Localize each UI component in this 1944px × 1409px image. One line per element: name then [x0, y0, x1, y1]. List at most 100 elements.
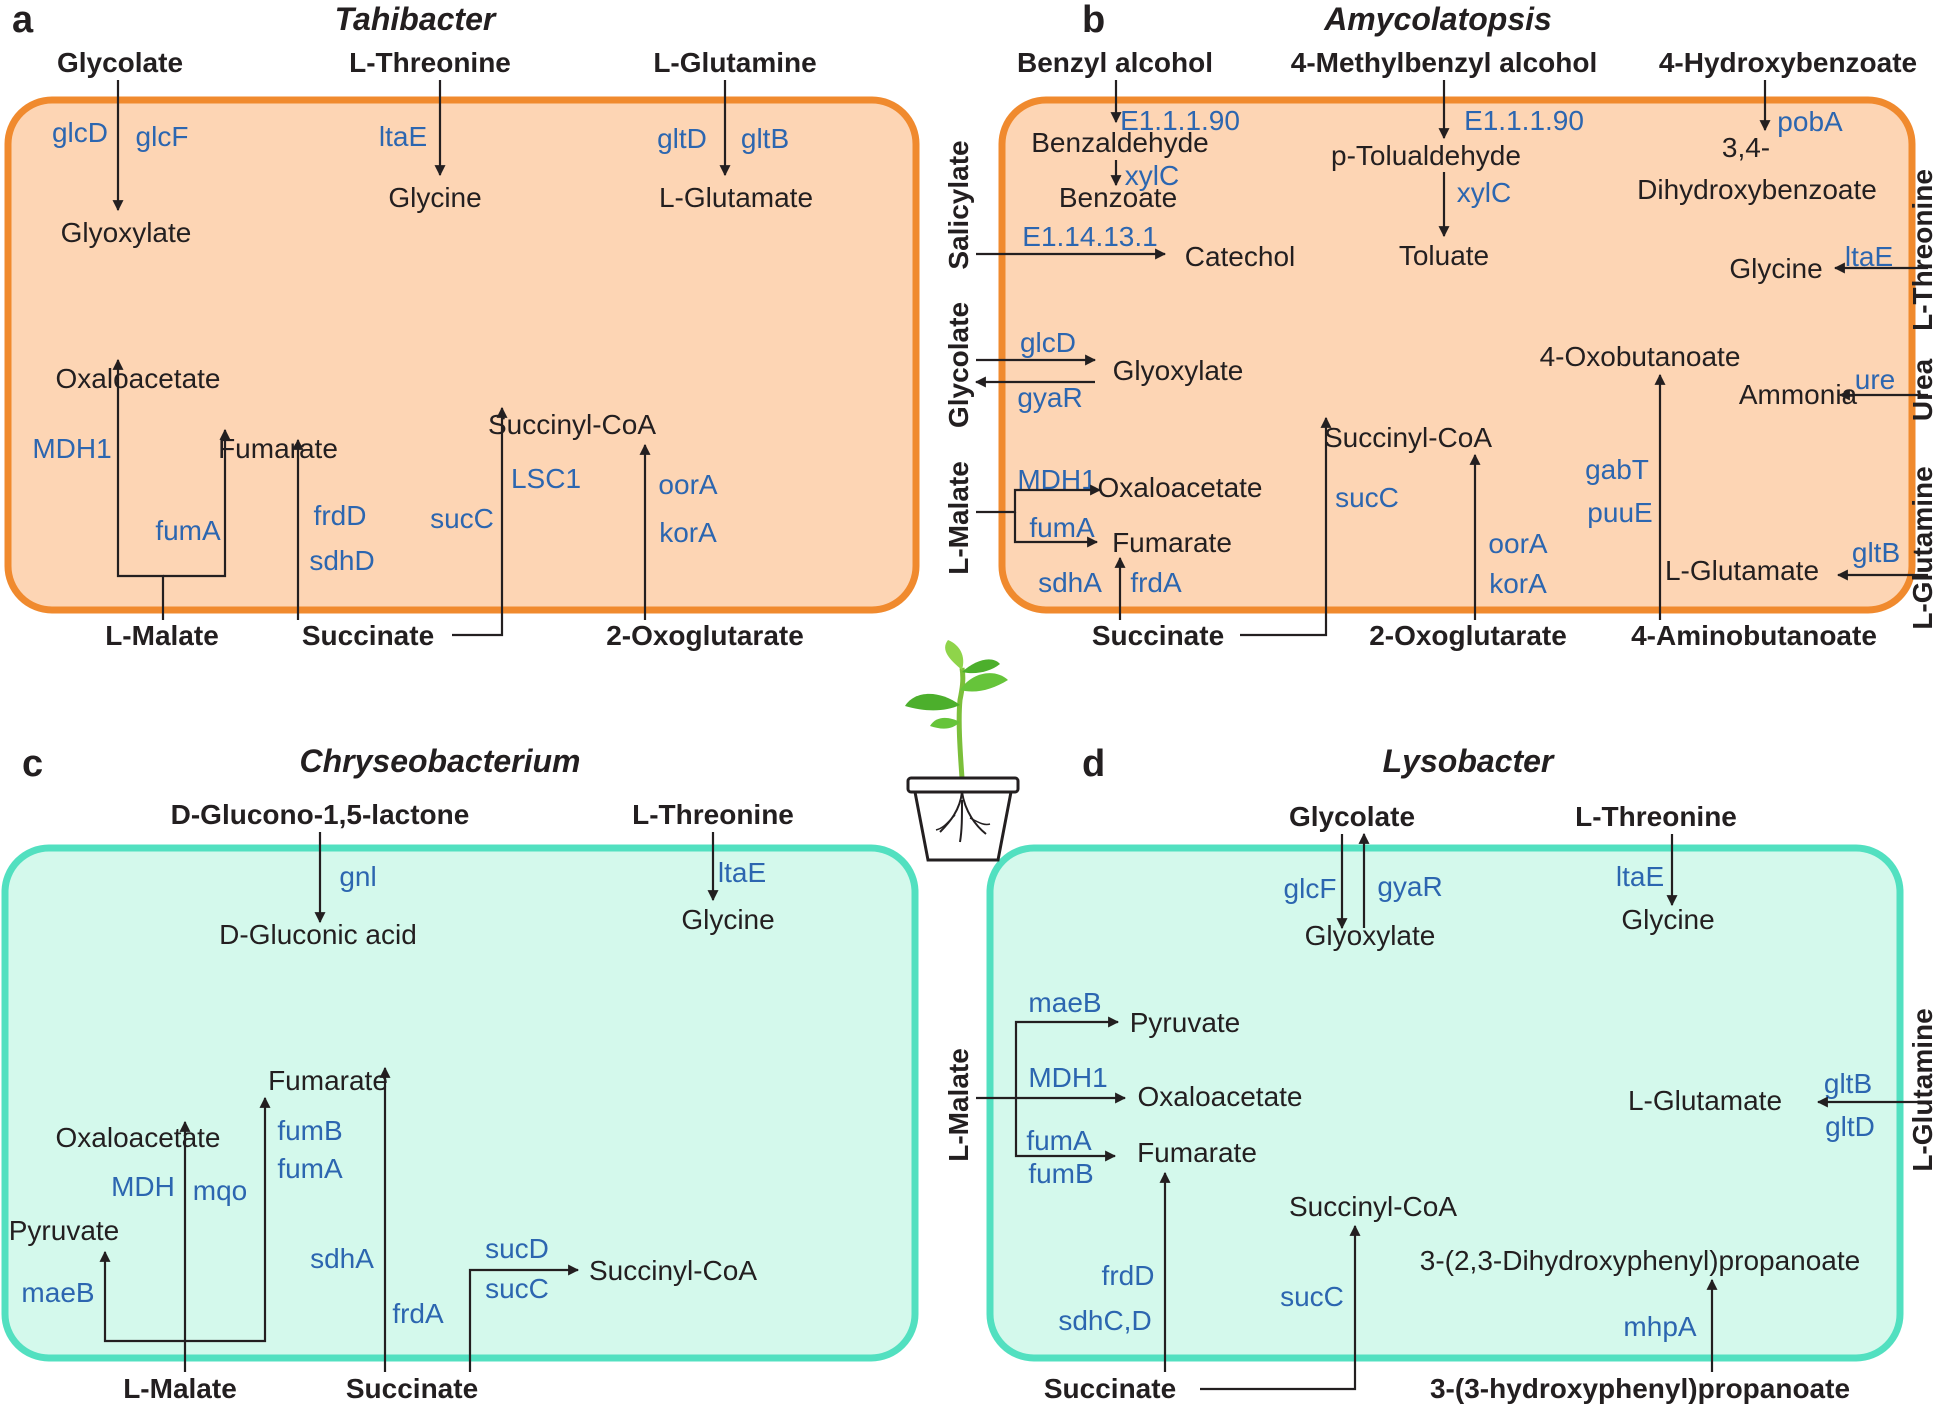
ext-glycolate-a: Glycolate: [57, 47, 183, 78]
ext-glycolate-b: Glycolate: [943, 302, 974, 428]
enz-ltaE-b: ltaE: [1845, 241, 1893, 272]
met-oxobutanoate-b: 4-Oxobutanoate: [1540, 341, 1741, 372]
enz-fumB-c: fumB: [277, 1115, 342, 1146]
met-glycine-b: Glycine: [1729, 253, 1822, 284]
ext-oxoglutarate-a: 2-Oxoglutarate: [606, 620, 804, 651]
enz-frdA-b: frdA: [1130, 567, 1182, 598]
arrow-succinate-succinylcoa-d: [1200, 1224, 1361, 1391]
panel-letter-b: b: [1082, 0, 1105, 41]
enz-ltaE-c: ltaE: [718, 857, 766, 888]
met-glutamate-d: L-Glutamate: [1628, 1085, 1782, 1116]
panel-c: c Chryseobacterium D-Glucono-1,5-lactone…: [1, 743, 919, 1404]
arrow-malate-oxaloacetate-b: [976, 484, 1102, 514]
enz-xylC-2-b: xylC: [1457, 177, 1511, 208]
met-catechol-b: Catechol: [1185, 241, 1296, 272]
enz-fumA-a: fumA: [155, 515, 221, 546]
enz-E1.14.13.1-b: E1.14.13.1: [1022, 221, 1157, 252]
enz-sucC-b: sucC: [1335, 482, 1399, 513]
met-ammonia-b: Ammonia: [1739, 379, 1858, 410]
enz-fumA-b: fumA: [1029, 512, 1095, 543]
panel-a: a Tahibacter Glycolate L-Threonine L-Glu…: [4, 0, 920, 651]
ext-urea-b: Urea: [1907, 358, 1938, 421]
arrow-malate-fumarate-a: [163, 428, 231, 578]
enz-glcD-b: glcD: [1020, 327, 1076, 358]
ext-malate-d: L-Malate: [943, 1048, 974, 1162]
enz-maeB-d: maeB: [1028, 987, 1101, 1018]
met-oxaloacetate-b: Oxaloacetate: [1098, 472, 1263, 503]
ext-benzylalcohol-b: Benzyl alcohol: [1017, 47, 1213, 78]
enz-gltD-d: gltD: [1825, 1111, 1875, 1142]
met-dihydroxyphenylpropanoate-d: 3-(2,3-Dihydroxyphenyl)propanoate: [1420, 1245, 1860, 1276]
met-pyruvate-d: Pyruvate: [1130, 1007, 1241, 1038]
met-fumarate-c: Fumarate: [268, 1065, 388, 1096]
met-succinylcoa-a: Succinyl-CoA: [488, 409, 656, 440]
enz-MDH-c: MDH: [111, 1171, 175, 1202]
met-pyruvate-c: Pyruvate: [9, 1215, 120, 1246]
panel-d: d Lysobacter Glycolate L-Threonine L-Mal…: [943, 743, 1938, 1404]
ext-succinate-d: Succinate: [1044, 1373, 1176, 1404]
enz-glcD-a: glcD: [52, 117, 108, 148]
ext-hydroxybenzoate-b: 4-Hydroxybenzoate: [1659, 47, 1917, 78]
arrow-malate-pyruvate-d: [1014, 1016, 1120, 1098]
enz-sdhA-b: sdhA: [1038, 567, 1102, 598]
arrow-malate-fumarate-d: [1014, 1098, 1117, 1162]
enz-gltB-b: gltB: [1852, 537, 1900, 568]
met-dhb-line1-b: 3,4-: [1722, 132, 1770, 163]
ext-malate-c: L-Malate: [123, 1373, 237, 1404]
ext-threonine-c: L-Threonine: [632, 799, 794, 830]
met-fumarate-b: Fumarate: [1112, 527, 1232, 558]
enz-frdD-a: frdD: [314, 500, 367, 531]
ext-gluconolactone-c: D-Glucono-1,5-lactone: [171, 799, 470, 830]
met-glycine-d: Glycine: [1621, 904, 1714, 935]
met-dhb-line2-b: Dihydroxybenzoate: [1637, 174, 1877, 205]
enz-puuE-b: puuE: [1587, 497, 1652, 528]
met-glutamate-a: L-Glutamate: [659, 182, 813, 213]
enz-LSC1-a: LSC1: [511, 463, 581, 494]
enz-mqo-c: mqo: [193, 1175, 247, 1206]
met-benzoate-b: Benzoate: [1059, 182, 1177, 213]
enz-maeB-c: maeB: [21, 1277, 94, 1308]
enz-ltaE-d: ltaE: [1616, 861, 1664, 892]
enz-gabT-b: gabT: [1585, 454, 1649, 485]
panel-letter-a: a: [12, 0, 34, 41]
cell-membrane-c: [1, 844, 919, 1362]
enz-sdhCD-d: sdhC,D: [1058, 1305, 1151, 1336]
enz-sdhD-a: sdhD: [309, 545, 374, 576]
enz-glcF-a: glcF: [136, 121, 189, 152]
enz-fumB-d: fumB: [1028, 1158, 1093, 1189]
enz-sucC-d: sucC: [1280, 1281, 1344, 1312]
enz-mhpA-d: mhpA: [1623, 1311, 1696, 1342]
ext-malate-b: L-Malate: [943, 461, 974, 575]
ext-malate-a: L-Malate: [105, 620, 219, 651]
met-oxaloacetate-c: Oxaloacetate: [56, 1122, 221, 1153]
enz-glcF-d: glcF: [1284, 873, 1337, 904]
enz-xylC-1-b: xylC: [1125, 160, 1179, 191]
enz-oorA-a: oorA: [658, 469, 717, 500]
enz-ure-b: ure: [1855, 364, 1895, 395]
ext-threonine-b: L-Threonine: [1907, 169, 1938, 331]
met-succinylcoa-b: Succinyl-CoA: [1324, 422, 1492, 453]
met-oxaloacetate-d: Oxaloacetate: [1138, 1081, 1303, 1112]
panel-title-d: Lysobacter: [1383, 743, 1555, 779]
enz-E1.1.1.90-2-b: E1.1.1.90: [1464, 105, 1584, 136]
met-succinylcoa-d: Succinyl-CoA: [1289, 1191, 1457, 1222]
enz-sucC-a: sucC: [430, 503, 494, 534]
met-glycine-c: Glycine: [681, 904, 774, 935]
enz-MDH1-a: MDH1: [32, 433, 111, 464]
enz-gltD-a: gltD: [657, 123, 707, 154]
met-glycine-a: Glycine: [388, 182, 481, 213]
ext-glutamine-b: L-Glutamine: [1907, 466, 1938, 629]
arrow-malate-pyruvate-c: [99, 1250, 185, 1343]
met-glyoxylate-d: Glyoxylate: [1305, 920, 1436, 951]
enz-sdhA-c: sdhA: [310, 1243, 374, 1274]
enz-gyaR-b: gyaR: [1017, 382, 1082, 413]
met-fumarate-d: Fumarate: [1137, 1137, 1257, 1168]
met-glyoxylate-b: Glyoxylate: [1113, 355, 1244, 386]
ext-salicylate-b: Salicylate: [943, 140, 974, 269]
ext-succinate-c: Succinate: [346, 1373, 478, 1404]
ext-glutamine-d: L-Glutamine: [1907, 1008, 1938, 1171]
enz-korA-a: korA: [659, 517, 717, 548]
met-oxaloacetate-a: Oxaloacetate: [56, 363, 221, 394]
